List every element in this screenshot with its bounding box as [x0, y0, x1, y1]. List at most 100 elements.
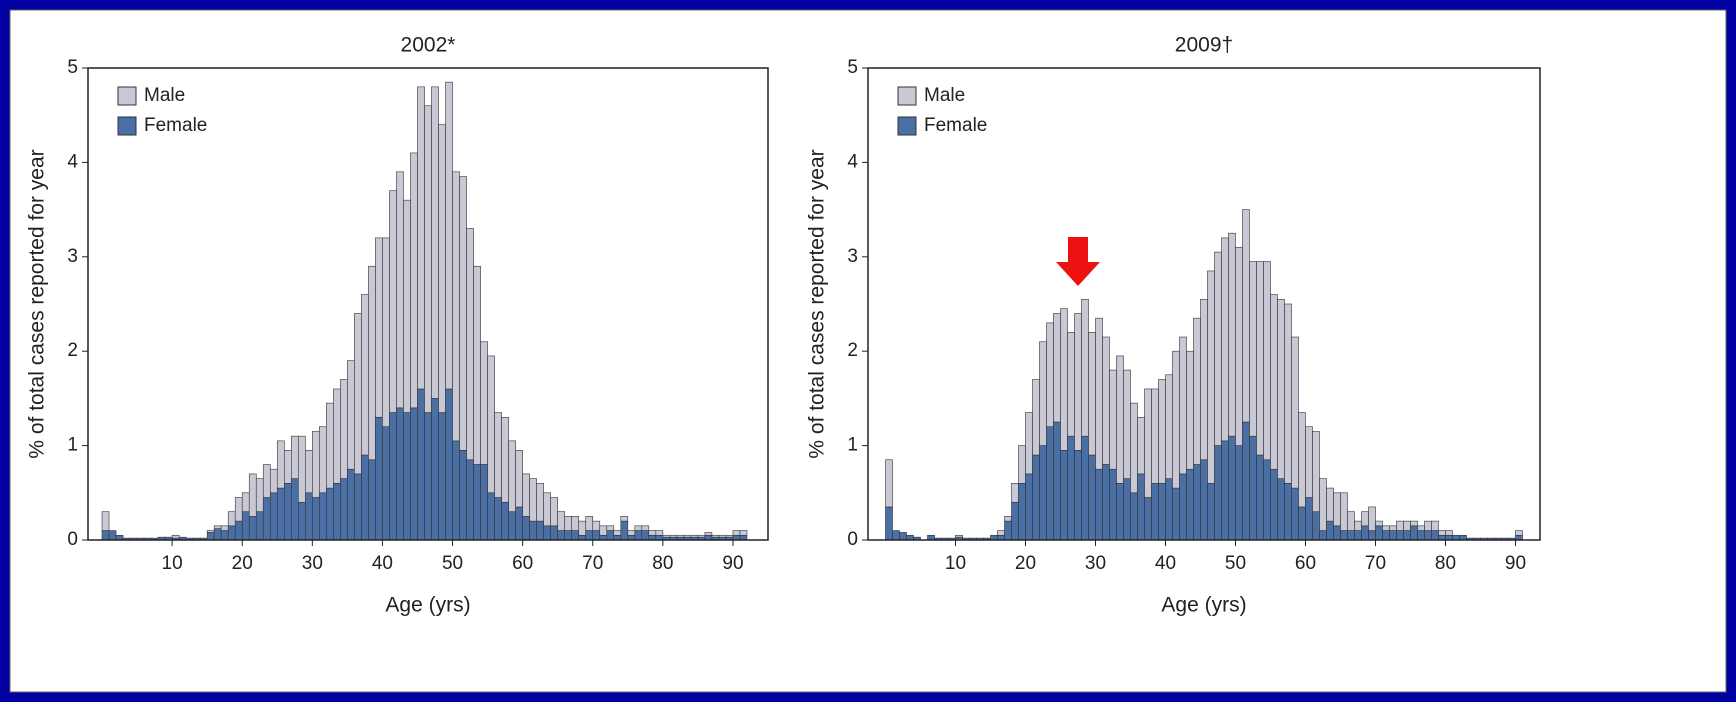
bar	[697, 534, 706, 538]
bar	[1039, 445, 1047, 541]
bar	[255, 478, 264, 512]
bar	[347, 360, 355, 470]
bar	[1410, 520, 1418, 527]
bar	[1060, 308, 1068, 451]
bar	[1179, 336, 1187, 475]
bar	[1431, 530, 1439, 541]
bar	[1382, 530, 1390, 541]
y-tick-label: 2	[847, 340, 858, 361]
bar	[1137, 473, 1145, 541]
bar	[557, 511, 566, 531]
bar	[1158, 379, 1166, 484]
bar	[1207, 270, 1215, 484]
bar	[564, 516, 573, 531]
bar	[501, 501, 509, 541]
bar	[361, 454, 369, 541]
bar	[1340, 492, 1348, 531]
bar	[739, 530, 748, 536]
x-axis-label: Age (yrs)	[385, 594, 470, 617]
bar	[1193, 464, 1201, 541]
bar	[1361, 511, 1369, 527]
y-tick-label: 0	[847, 529, 858, 550]
bar	[213, 528, 222, 541]
plot-frame	[87, 67, 769, 541]
bar	[452, 171, 460, 442]
bar	[1382, 525, 1390, 531]
bar	[1130, 492, 1138, 541]
bar	[711, 534, 720, 538]
bar	[438, 412, 446, 541]
y-axis-label: % of total cases reported for year	[806, 149, 829, 458]
bar	[459, 176, 467, 451]
bar	[1263, 261, 1271, 461]
bar	[634, 530, 643, 541]
plot-frame	[867, 67, 1541, 541]
bar	[536, 520, 544, 541]
bar	[1214, 445, 1222, 541]
bar	[276, 440, 285, 489]
bar	[1032, 379, 1040, 456]
legend-swatch	[117, 116, 137, 136]
bar	[1361, 525, 1369, 541]
bar	[892, 530, 900, 541]
bar	[298, 435, 306, 503]
bar	[375, 416, 383, 541]
bar	[290, 435, 299, 479]
bar	[403, 412, 411, 541]
bar	[480, 464, 488, 541]
bar	[326, 487, 334, 541]
bar	[213, 525, 222, 529]
bar	[403, 199, 411, 413]
bar	[508, 440, 516, 512]
bar	[1228, 435, 1236, 541]
bar	[1228, 232, 1236, 437]
bar	[585, 530, 594, 541]
bar	[1088, 454, 1096, 541]
bar	[389, 190, 397, 413]
y-tick-label: 3	[67, 246, 78, 267]
bar	[1410, 525, 1418, 541]
bar	[1333, 492, 1341, 527]
bar	[410, 152, 418, 409]
bar	[1116, 483, 1124, 541]
bar	[641, 530, 650, 541]
bar	[529, 478, 537, 522]
bar	[955, 534, 963, 538]
x-tick-label: 90	[722, 553, 743, 574]
x-tick-label: 10	[945, 553, 966, 574]
bar	[1018, 445, 1026, 484]
bar	[389, 412, 397, 541]
bar	[396, 407, 404, 541]
bar	[536, 483, 544, 522]
bar	[522, 473, 530, 517]
bar	[1431, 520, 1439, 531]
bar	[1046, 322, 1054, 428]
bar	[269, 492, 278, 541]
bar	[424, 105, 432, 413]
chart-title: 2002*	[401, 34, 456, 57]
bar	[445, 388, 453, 541]
bar	[382, 237, 390, 428]
bar	[487, 355, 495, 494]
bar	[1368, 530, 1376, 541]
bar	[543, 492, 551, 527]
bar	[241, 511, 250, 541]
bar	[171, 534, 180, 539]
bar	[487, 492, 495, 541]
bar	[1347, 530, 1355, 541]
legend-label: Female	[924, 115, 987, 136]
bar	[269, 468, 278, 494]
bar	[283, 450, 292, 484]
bar	[578, 520, 587, 536]
x-tick-label: 50	[1225, 553, 1246, 574]
bar	[312, 497, 320, 541]
bar	[1109, 468, 1117, 541]
bar	[571, 530, 580, 541]
bar	[1326, 487, 1334, 522]
bar	[1144, 388, 1152, 498]
bar	[1158, 483, 1166, 541]
bar	[725, 534, 734, 538]
x-tick-label: 40	[372, 553, 393, 574]
legend-swatch	[897, 86, 917, 106]
